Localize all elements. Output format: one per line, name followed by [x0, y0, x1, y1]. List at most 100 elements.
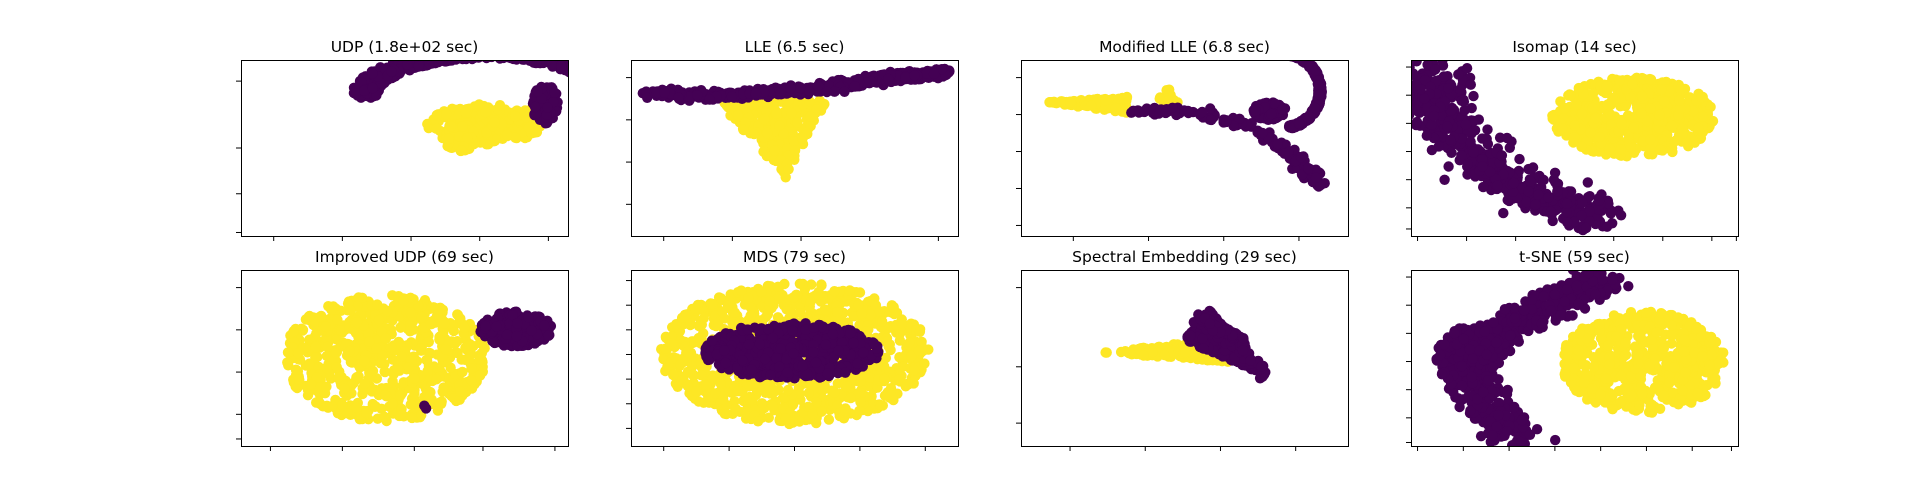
scatter-point: [597, 92, 607, 102]
scatter-point: [571, 69, 581, 79]
scatter-point: [489, 117, 500, 128]
scatter-point: [811, 104, 822, 115]
scatter-point: [692, 90, 703, 101]
scatter-point: [326, 401, 338, 412]
scatter-point: [1496, 150, 1508, 161]
scatter-point: [601, 78, 611, 88]
scatter-point: [1293, 60, 1296, 61]
scatter-point: [438, 382, 449, 393]
scatter-point: [341, 408, 353, 419]
scatter-point: [459, 322, 470, 333]
scatter-point: [610, 85, 620, 95]
scatter-point: [537, 60, 542, 61]
scatter-point: [586, 75, 596, 85]
scatter-point: [574, 58, 584, 68]
scatter-point: [1655, 144, 1666, 156]
scatter-point: [1277, 49, 1287, 59]
scatter-point: [1547, 215, 1558, 227]
scatter-point: [510, 111, 521, 122]
scatter-point: [371, 343, 382, 354]
scatter-point: [386, 66, 397, 77]
scatter-point: [726, 91, 738, 102]
scatter-point: [1280, 60, 1286, 61]
scatter-point: [1582, 177, 1594, 188]
scatter-point: [1604, 144, 1616, 155]
scatter-point: [1100, 95, 1112, 106]
scatter-point: [795, 82, 806, 94]
scatter-point: [1289, 50, 1299, 60]
scatter-point: [1461, 62, 1473, 74]
scatter-point: [452, 309, 464, 321]
scatter-point: [543, 330, 554, 341]
scatter-point: [503, 49, 513, 59]
scatter-point: [1603, 198, 1614, 209]
scatter-point: [1282, 49, 1292, 59]
scatter-point: [421, 354, 432, 366]
scatter-point: [486, 44, 496, 54]
scatter-point: [1664, 85, 1675, 97]
scatter-point: [572, 68, 582, 78]
scatter-point: [1421, 130, 1433, 141]
scatter-point: [788, 136, 800, 147]
scatter-point: [786, 108, 797, 119]
scatter-point: [580, 61, 590, 71]
scatter-point: [433, 60, 444, 68]
scatter-point: [1422, 60, 1433, 70]
scatter-point: [1128, 105, 1139, 117]
scatter-point: [1426, 119, 1438, 130]
scatter-point: [600, 88, 610, 98]
scatter-point: [909, 70, 920, 81]
scatter-point: [1393, 70, 1403, 80]
scatter-point: [530, 60, 539, 62]
scatter-point: [594, 89, 604, 99]
scatter-point: [1182, 105, 1194, 117]
scatter-point: [501, 129, 513, 141]
scatter-point: [587, 80, 597, 90]
scatter-point: [1501, 132, 1513, 144]
scatter-point: [1441, 49, 1451, 59]
scatter-point: [457, 121, 468, 132]
scatter-point: [1462, 169, 1473, 180]
scatter-point: [1315, 179, 1326, 191]
scatter-point: [501, 60, 506, 61]
scatter-point: [529, 101, 541, 113]
scatter-point: [1559, 102, 1571, 114]
scatter-point: [587, 64, 597, 74]
scatter-point: [1282, 48, 1292, 58]
scatter-point: [542, 102, 553, 113]
scatter-point: [704, 94, 715, 105]
scatter-point: [599, 88, 609, 98]
scatter-point: [1279, 50, 1289, 60]
scatter-point: [474, 99, 485, 110]
scatter-point: [508, 46, 518, 56]
scatter-point: [587, 81, 597, 91]
scatter-point: [489, 44, 499, 54]
scatter-point: [1477, 154, 1488, 165]
scatter-point: [507, 310, 518, 321]
scatter-point: [1593, 195, 1605, 206]
scatter-point: [1459, 105, 1470, 116]
scatter-point: [1453, 69, 1464, 80]
scatter-point: [511, 60, 522, 65]
scatter-point: [582, 64, 592, 74]
subplot-1: UDP (1.8e+02 sec): [236, 38, 620, 241]
scatter-point: [1250, 105, 1261, 117]
scatter-point: [523, 122, 535, 134]
scatter-point: [527, 48, 537, 58]
scatter-point: [1278, 50, 1288, 60]
scatter-point: [330, 347, 342, 359]
scatter-point: [1295, 151, 1307, 163]
scatter-point: [1411, 91, 1415, 101]
scatter-point: [522, 46, 532, 56]
scatter-point: [485, 49, 495, 59]
scatter-point: [605, 78, 615, 88]
scatter-point: [520, 111, 532, 123]
scatter-point: [921, 68, 932, 80]
scatter-point: [1221, 116, 1232, 128]
scatter-point: [311, 372, 322, 383]
scatter-point: [1314, 89, 1325, 100]
scatter-point: [1273, 49, 1283, 59]
scatter-point: [337, 399, 348, 411]
scatter-point: [1482, 124, 1493, 135]
scatter-point: [1636, 90, 1648, 102]
